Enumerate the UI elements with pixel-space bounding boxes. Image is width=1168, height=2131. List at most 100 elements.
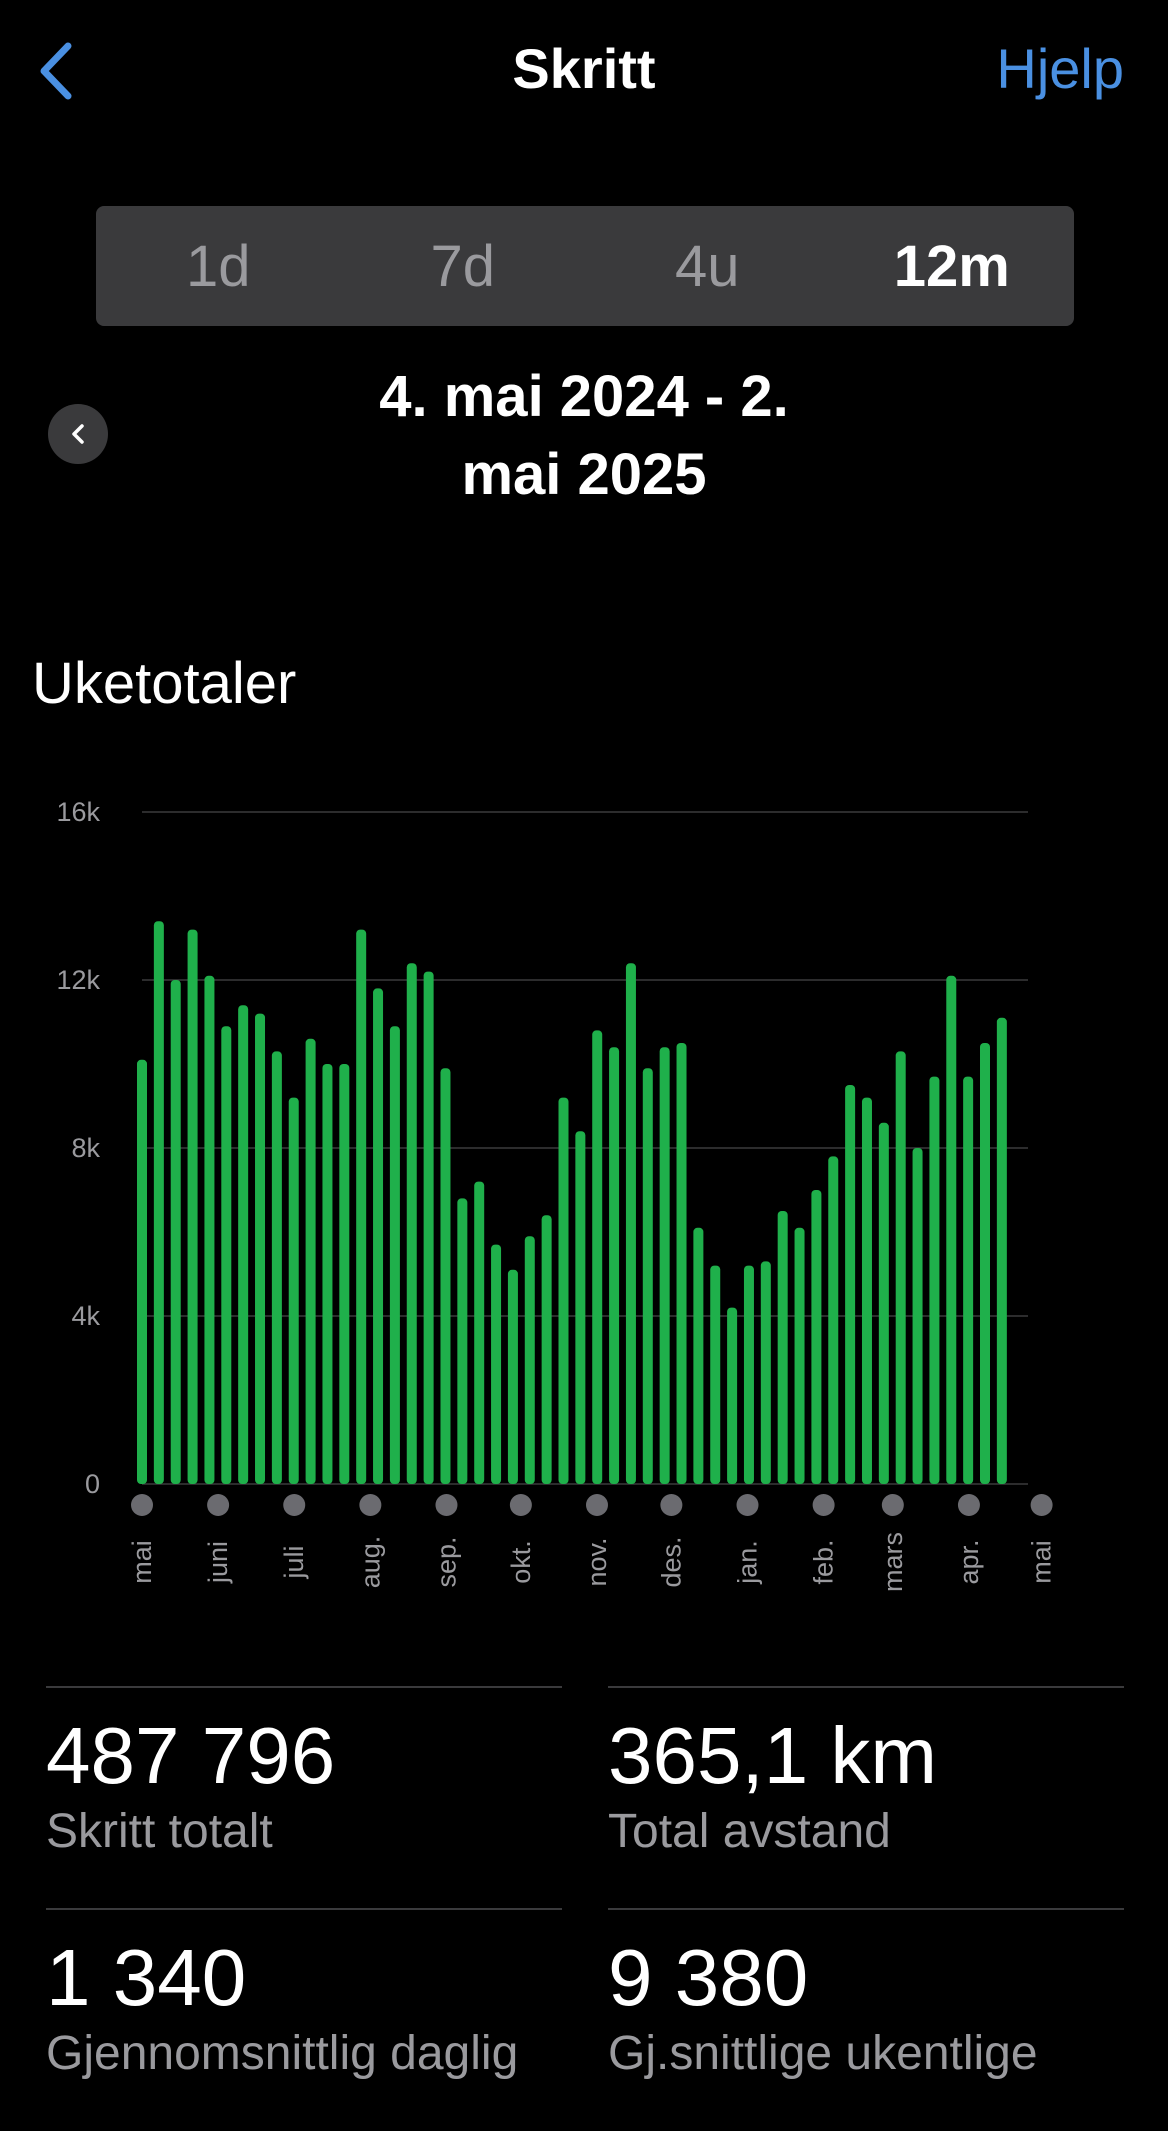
- month-label: mars: [878, 1532, 908, 1592]
- bar: [794, 1227, 805, 1484]
- bar: [760, 1261, 771, 1484]
- period-tab-7d[interactable]: 7d: [430, 233, 495, 299]
- bar: [980, 1043, 990, 1484]
- bar: [592, 1030, 603, 1484]
- bar: [423, 971, 434, 1484]
- month-label: mai: [1027, 1540, 1057, 1584]
- bar: [727, 1307, 738, 1484]
- bar: [861, 1097, 872, 1484]
- month-dot: [283, 1494, 306, 1516]
- bar: [777, 1211, 788, 1484]
- bar: [389, 1026, 400, 1484]
- bar: [170, 980, 181, 1484]
- month-dot: [359, 1494, 382, 1516]
- bar: [187, 929, 198, 1484]
- period-tab-12m[interactable]: 12m: [893, 233, 1010, 299]
- bar: [153, 921, 164, 1484]
- previous-period-button[interactable]: [48, 404, 108, 464]
- bar: [255, 1013, 266, 1484]
- bar: [575, 1131, 586, 1484]
- help-button[interactable]: Hjelp: [996, 37, 1124, 100]
- bar: [356, 929, 367, 1484]
- divider: [46, 1908, 562, 1910]
- period-segmented-control: 1d 7d 4u 12m: [96, 206, 1074, 326]
- chevron-left-icon: [40, 42, 72, 100]
- total-steps-label: Skritt totalt: [46, 1805, 273, 1858]
- bar: [912, 1148, 923, 1484]
- bar: [743, 1265, 754, 1484]
- month-dot: [660, 1494, 683, 1516]
- bar: [609, 1047, 620, 1484]
- bar: [929, 1076, 940, 1484]
- weekly-steps-chart: 0 4k 8k 12k 16k mai juni juli aug. sep. okt. nov. de…: [56, 797, 1057, 1592]
- weekly-average-label: Gj.snittlige ukentlige: [608, 2027, 1038, 2080]
- divider: [46, 1686, 562, 1688]
- month-dot: [585, 1494, 608, 1516]
- bar: [491, 1244, 502, 1484]
- period-tab-1d[interactable]: 1d: [185, 233, 251, 299]
- month-label: aug.: [355, 1536, 385, 1589]
- month-dot: [207, 1494, 230, 1516]
- daily-average-value: 1 340: [46, 1933, 247, 2022]
- month-label: jan.: [733, 1540, 763, 1585]
- daily-average-label: Gjennomsnittlig daglig: [46, 2027, 519, 2080]
- y-tick-label: 12k: [56, 965, 100, 995]
- bar: [322, 1064, 333, 1484]
- bar: [238, 1005, 249, 1484]
- bar: [710, 1265, 721, 1484]
- bar: [288, 1097, 299, 1484]
- bar: [204, 975, 215, 1484]
- date-range-line2: mai 2025: [461, 442, 707, 507]
- month-dot: [736, 1494, 759, 1516]
- period-tab-4u[interactable]: 4u: [674, 233, 740, 299]
- month-label: juni: [203, 1541, 233, 1584]
- month-dot: [509, 1494, 532, 1516]
- y-tick-label: 16k: [56, 797, 100, 827]
- month-label: mai: [127, 1540, 157, 1584]
- date-range-line1: 4. mai 2024 - 2.: [379, 364, 789, 429]
- bar: [963, 1076, 974, 1484]
- bar: [457, 1198, 468, 1484]
- y-tick-label: 4k: [71, 1301, 100, 1331]
- y-tick-label: 8k: [71, 1133, 100, 1163]
- bar: [878, 1122, 889, 1484]
- month-label: juli: [279, 1545, 309, 1579]
- month-dot: [131, 1494, 153, 1516]
- bar: [693, 1227, 704, 1484]
- bar: [659, 1047, 670, 1484]
- bar: [507, 1269, 518, 1484]
- bar: [558, 1097, 569, 1484]
- section-title: Uketotaler: [32, 651, 297, 716]
- page-title: Skritt: [512, 37, 656, 100]
- month-dot: [435, 1494, 458, 1516]
- total-distance-label: Total avstand: [608, 1805, 891, 1858]
- bar: [373, 988, 384, 1484]
- month-dot: [881, 1494, 904, 1516]
- bar: [811, 1190, 822, 1484]
- bar: [474, 1181, 485, 1484]
- bar: [625, 963, 636, 1484]
- divider: [608, 1686, 1124, 1688]
- bar: [339, 1064, 350, 1484]
- bar: [541, 1215, 552, 1484]
- total-distance-value: 365,1 km: [608, 1711, 938, 1800]
- date-range: 4. mai 2024 - 2. mai 2025: [0, 358, 1168, 514]
- bar: [676, 1043, 687, 1484]
- bar: [524, 1236, 535, 1484]
- month-dot: [812, 1494, 835, 1516]
- bar: [828, 1156, 839, 1484]
- divider: [608, 1908, 1124, 1910]
- month-label: okt.: [506, 1540, 536, 1584]
- bar: [895, 1051, 906, 1484]
- month-dot: [957, 1494, 980, 1516]
- month-label: feb.: [809, 1539, 839, 1584]
- bar: [221, 1026, 232, 1484]
- month-label: apr.: [954, 1539, 984, 1584]
- chevron-left-icon: [72, 424, 84, 444]
- back-button[interactable]: [32, 36, 82, 106]
- bar: [440, 1068, 451, 1484]
- bar: [271, 1051, 282, 1484]
- bar: [305, 1038, 316, 1484]
- bar: [996, 1017, 1007, 1484]
- y-tick-label: 0: [85, 1469, 100, 1499]
